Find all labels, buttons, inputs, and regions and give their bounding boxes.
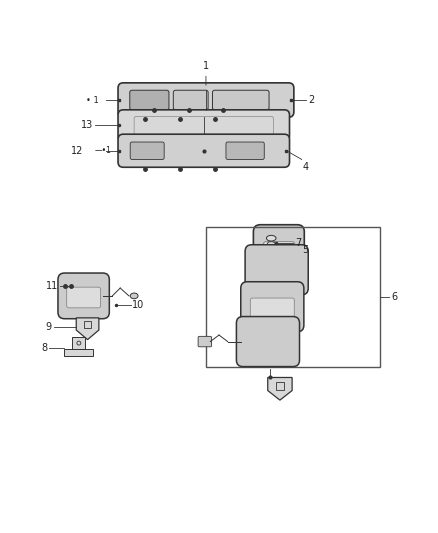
FancyBboxPatch shape [173,90,208,110]
FancyBboxPatch shape [130,142,164,159]
FancyBboxPatch shape [251,298,294,321]
Polygon shape [268,377,292,400]
FancyBboxPatch shape [263,241,295,263]
Text: 13: 13 [81,120,93,131]
Text: • 1: • 1 [86,95,99,104]
Text: 12: 12 [71,146,83,156]
FancyBboxPatch shape [118,83,294,117]
FancyBboxPatch shape [226,142,264,159]
FancyBboxPatch shape [118,110,290,141]
FancyBboxPatch shape [58,273,110,319]
Bar [72,337,85,349]
FancyBboxPatch shape [237,317,300,367]
Ellipse shape [267,241,275,246]
Bar [206,228,380,367]
FancyBboxPatch shape [245,245,308,295]
Ellipse shape [266,236,276,241]
Text: 6: 6 [391,292,397,302]
FancyBboxPatch shape [118,134,290,167]
Text: 7: 7 [295,238,301,247]
Ellipse shape [130,293,138,298]
Text: 8: 8 [41,343,47,353]
FancyBboxPatch shape [212,90,269,110]
Text: 11: 11 [46,281,58,291]
Text: 9: 9 [45,322,51,332]
FancyBboxPatch shape [198,336,212,347]
Text: 1: 1 [203,61,209,85]
Text: 2: 2 [308,95,314,105]
FancyBboxPatch shape [130,90,169,110]
FancyBboxPatch shape [67,287,101,308]
Polygon shape [76,318,99,340]
Text: 5: 5 [302,245,308,255]
Bar [64,349,93,356]
FancyBboxPatch shape [253,225,304,276]
Text: 4: 4 [303,161,309,172]
FancyBboxPatch shape [241,282,304,332]
Text: 10: 10 [132,301,145,310]
Text: —•1: —•1 [95,146,112,155]
